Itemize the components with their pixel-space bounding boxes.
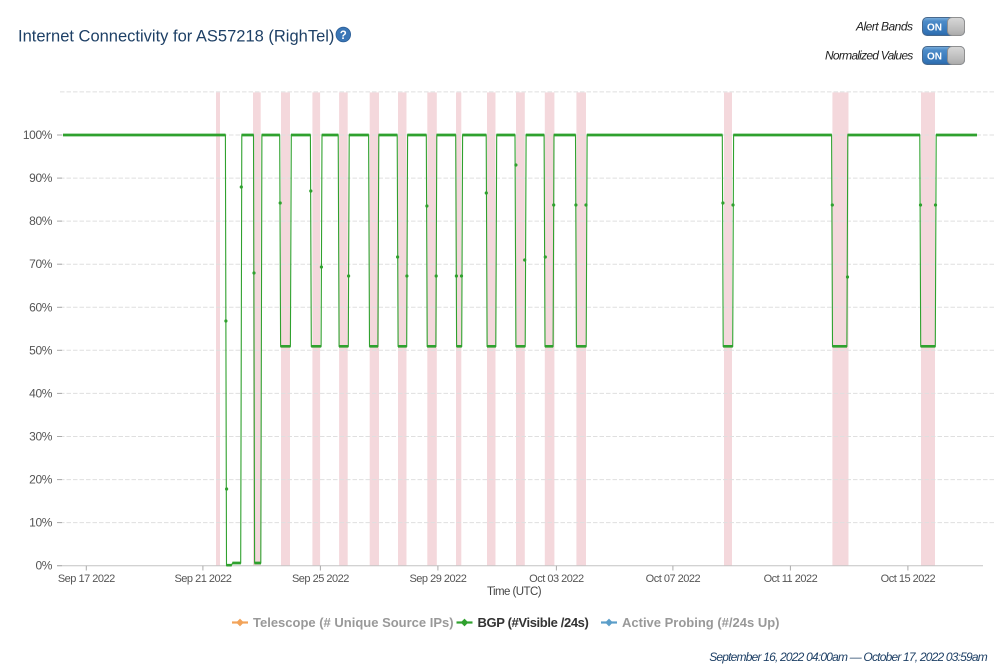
svg-text:?: ? <box>340 30 347 42</box>
svg-text:ON: ON <box>927 22 942 33</box>
svg-text:0%: 0% <box>35 559 52 573</box>
svg-text:Alert Bands: Alert Bands <box>855 20 913 34</box>
svg-text:30%: 30% <box>29 430 53 444</box>
svg-text:Internet Connectivity for AS57: Internet Connectivity for AS57218 (RighT… <box>18 28 334 46</box>
svg-text:Sep 25 2022: Sep 25 2022 <box>292 573 349 585</box>
svg-text:90%: 90% <box>29 171 53 185</box>
svg-text:Oct 15 2022: Oct 15 2022 <box>881 573 936 585</box>
svg-text:70%: 70% <box>29 257 53 271</box>
svg-text:ON: ON <box>927 51 942 62</box>
svg-text:100%: 100% <box>23 128 53 142</box>
svg-text:Telescope (# Unique Source IPs: Telescope (# Unique Source IPs) <box>253 615 454 630</box>
svg-text:Oct 11 2022: Oct 11 2022 <box>764 573 818 585</box>
svg-text:40%: 40% <box>29 386 53 400</box>
svg-text:10%: 10% <box>29 516 53 530</box>
svg-text:Sep 21 2022: Sep 21 2022 <box>174 573 231 585</box>
svg-text:September 16, 2022 04:00am — O: September 16, 2022 04:00am — October 17,… <box>709 650 988 664</box>
svg-text:50%: 50% <box>29 343 53 357</box>
svg-text:Sep 17 2022: Sep 17 2022 <box>58 573 115 585</box>
svg-text:Time (UTC): Time (UTC) <box>487 586 542 598</box>
svg-text:Normalized Values: Normalized Values <box>825 49 913 63</box>
svg-text:Oct 07 2022: Oct 07 2022 <box>646 573 701 585</box>
svg-text:20%: 20% <box>29 473 53 487</box>
svg-text:Oct 03 2022: Oct 03 2022 <box>529 573 584 585</box>
svg-text:60%: 60% <box>29 300 53 314</box>
svg-text:BGP (#Visible /24s): BGP (#Visible /24s) <box>478 615 589 630</box>
svg-text:80%: 80% <box>29 214 53 228</box>
svg-text:Sep 29 2022: Sep 29 2022 <box>409 573 466 585</box>
svg-text:Active Probing (#/24s Up): Active Probing (#/24s Up) <box>622 615 779 630</box>
